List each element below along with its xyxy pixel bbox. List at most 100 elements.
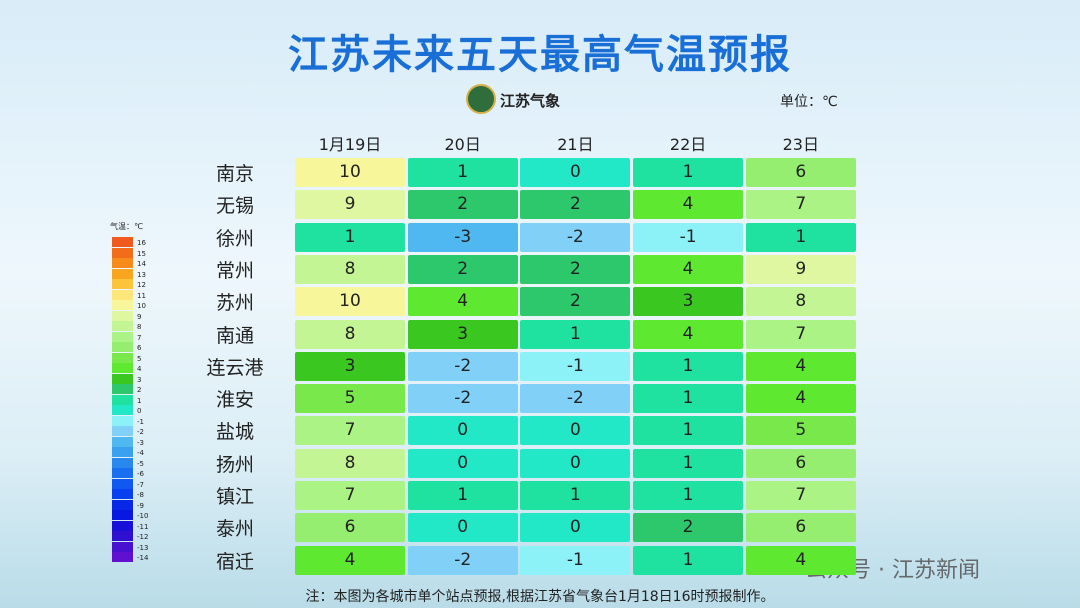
temperature-cell: 4	[745, 384, 856, 414]
column-header: 21日	[557, 135, 594, 154]
legend-label: 12	[137, 281, 146, 289]
legend-label: -13	[137, 543, 149, 552]
temperature-cell: 3	[295, 351, 405, 381]
legend-swatch	[112, 373, 133, 384]
temperature-cell: 2	[520, 190, 631, 220]
legend-swatch	[112, 363, 133, 373]
temperature-cell: 4	[633, 254, 744, 284]
temperature-cell: 4	[633, 190, 744, 220]
title: 江苏未来五天最高气温预报	[288, 32, 792, 78]
city-label: 泰州	[215, 518, 254, 541]
legend-swatch	[112, 394, 133, 405]
legend-swatch	[112, 289, 133, 300]
temperature-cell: 9	[295, 190, 405, 220]
legend-label: -11	[137, 522, 149, 531]
temperature-cell: -3	[407, 222, 518, 252]
temperature-cell: 6	[745, 513, 856, 543]
legend-title: 气温：℃	[110, 222, 143, 231]
temperature-cell: 1	[633, 448, 744, 478]
column-header: 20日	[444, 135, 481, 154]
temperature-cell: 6	[295, 513, 405, 543]
temperature-cell: -2	[407, 384, 518, 414]
legend-swatch	[112, 405, 133, 415]
legend-swatch	[112, 478, 133, 489]
temperature-cell: 4	[633, 319, 744, 349]
temperature-cell: -2	[407, 545, 518, 575]
temperature-cell: -1	[633, 222, 744, 252]
city-label: 南京	[215, 163, 254, 185]
legend-swatch	[112, 510, 133, 520]
legend-label: -3	[137, 438, 144, 447]
legend-swatch	[112, 531, 133, 541]
city-label: 常州	[215, 259, 254, 282]
temperature-cell: 0	[407, 513, 518, 543]
legend-swatch	[112, 457, 133, 468]
legend-swatch	[112, 331, 133, 342]
legend-label: 15	[137, 249, 146, 258]
legend-swatch	[112, 352, 133, 363]
temperature-cell: -2	[520, 384, 631, 414]
temperature-cell: 0	[520, 513, 631, 543]
legend-label: 6	[137, 344, 142, 352]
temperature-cell: 1	[633, 416, 744, 446]
legend-label: -2	[137, 428, 144, 436]
temperature-cell: 8	[295, 448, 405, 478]
column-header: 22日	[669, 135, 707, 154]
city-label: 无锡	[215, 195, 254, 218]
temperature-cell: 5	[745, 416, 856, 446]
legend-label: 10	[137, 302, 146, 310]
legend-label: 0	[137, 407, 142, 415]
temperature-cell: 7	[745, 319, 856, 349]
temperature-cell: -2	[407, 351, 518, 381]
city-label: 宿迁	[215, 550, 254, 573]
legend-swatch	[112, 426, 133, 436]
legend-swatch	[112, 279, 133, 289]
legend-swatch	[112, 436, 133, 447]
legend-label: 11	[137, 291, 146, 300]
legend-swatch	[112, 247, 133, 258]
temperature-cell: 4	[295, 545, 405, 575]
legend-swatch	[112, 499, 133, 510]
city-label: 南通	[215, 324, 254, 347]
temperature-cell: 4	[745, 545, 856, 575]
legend-label: 9	[137, 312, 142, 321]
temperature-cell: 4	[407, 287, 518, 317]
legend-swatch	[112, 310, 133, 321]
temperature-cell: 1	[633, 158, 744, 187]
temperature-cell: 7	[745, 481, 856, 510]
temperature-cell: 6	[745, 448, 856, 478]
legend-swatch	[112, 268, 133, 279]
temperature-cell: -1	[520, 545, 631, 575]
legend-swatch	[112, 237, 133, 247]
temperature-cell: 1	[633, 384, 744, 414]
legend-swatch	[112, 415, 133, 426]
temperature-cell: 1	[520, 481, 631, 510]
temperature-cell: 2	[633, 513, 744, 543]
legend-swatch	[112, 468, 133, 478]
logo-text: 江苏气象	[500, 92, 561, 110]
city-label: 连云港	[206, 356, 264, 379]
legend-label: -8	[137, 491, 144, 499]
legend-label: -10	[137, 512, 149, 520]
legend-label: 16	[137, 239, 146, 247]
city-label: 徐州	[215, 227, 254, 250]
temperature-cell: 1	[633, 545, 744, 575]
legend-label: 8	[137, 323, 142, 331]
temperature-cell: 0	[520, 158, 631, 187]
temperature-cell: 1	[407, 481, 518, 510]
legend-swatch	[112, 321, 133, 331]
legend-label: -12	[137, 533, 149, 541]
temperature-cell: 8	[745, 287, 856, 317]
legend-swatch	[112, 300, 133, 310]
unit: 单位：℃	[780, 94, 838, 110]
legend-label: 13	[137, 270, 146, 279]
legend-swatch	[112, 342, 133, 352]
city-label: 盐城	[215, 421, 254, 444]
city-label: 淮安	[215, 389, 254, 412]
legend-label: 1	[137, 396, 142, 405]
legend-label: -5	[137, 459, 144, 468]
legend-label: 2	[137, 386, 142, 394]
temperature-cell: 1	[520, 319, 631, 349]
legend-label: 14	[137, 260, 146, 268]
legend-label: 5	[137, 354, 142, 363]
